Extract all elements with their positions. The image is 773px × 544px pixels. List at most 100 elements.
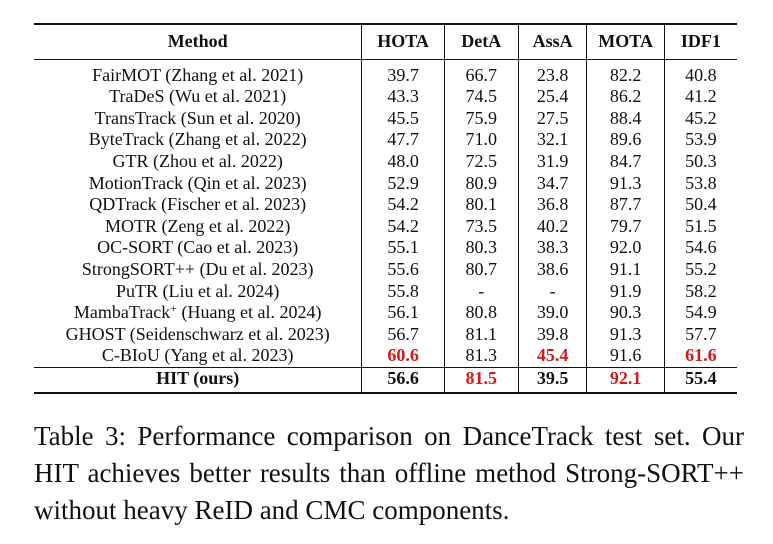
- method-cell: C-BIoU (Yang et al. 2023): [101, 345, 294, 366]
- table-row: MOTR (Zeng et al. 2022) 54.2 73.5 40.2 79.7 5…: [34, 215, 737, 238]
- mota-cell: 91.1: [586, 258, 665, 281]
- idf1-cell: 51.5: [663, 215, 737, 238]
- table-row: MotionTrack (Qin et al. 2023) 52.9 80.9 34.…: [34, 172, 737, 195]
- table-row: TransTrack (Sun et al. 2020) 45.5 75.9 27.5…: [34, 107, 737, 130]
- hota-cell: 55.1: [361, 237, 445, 259]
- deta-cell: 80.1: [443, 194, 519, 216]
- table-row: QDTrack (Fischer et al. 2023) 54.2 80.1 36.…: [34, 194, 737, 216]
- idf1-cell: 57.7: [663, 323, 737, 346]
- idf1-cell: 55.2: [663, 258, 737, 281]
- table-row: PuTR (Liu et al. 2024) 55.8- -91.9 58.2: [34, 280, 737, 303]
- mota-cell: 88.4: [586, 107, 665, 130]
- idf1-cell: 53.8: [663, 172, 737, 195]
- assa-cell: 39.8: [517, 323, 587, 346]
- idf1-cell: 54.6: [663, 237, 737, 259]
- mota-cell: 86.2: [586, 86, 665, 108]
- idf1-cell: 61.6: [663, 345, 737, 368]
- idf1-cell: 54.9: [663, 302, 737, 324]
- method-cell: FairMOT (Zhang et al. 2021): [92, 64, 304, 85]
- method-cell: PuTR (Liu et al. 2024): [115, 280, 280, 301]
- mota-cell: 89.6: [586, 129, 665, 151]
- deta-cell: 80.8: [443, 302, 519, 324]
- table-row: MambaTrack+ (Huang et al. 2024) 56.1 80.8 3…: [34, 302, 737, 324]
- table-body: FairMOT (Zhang et al. 2021) 39.7 66.7 23.8 8…: [34, 59, 737, 393]
- table-row: GHOST (Seidenschwarz et al. 2023) 56.7 81.…: [34, 323, 737, 346]
- deta-cell: 75.9: [443, 107, 519, 130]
- hota-cell: 60.6: [361, 345, 445, 368]
- deta-cell: 73.5: [443, 215, 519, 238]
- hota-cell: 55.8: [361, 280, 445, 303]
- assa-cell: -: [517, 280, 587, 303]
- idf1-cell: 55.4: [663, 367, 737, 393]
- header-hota: HOTA: [361, 24, 445, 60]
- deta-cell: 66.7: [443, 59, 519, 87]
- table-row: TraDeS (Wu et al. 2021) 43.3 74.5 25.4 86.2 4…: [34, 86, 737, 108]
- hota-cell: 43.3: [361, 86, 445, 108]
- mota-cell: 79.7: [586, 215, 665, 238]
- deta-cell: 80.7: [443, 258, 519, 281]
- deta-cell: 72.5: [443, 150, 519, 173]
- assa-cell: 34.7: [517, 172, 587, 195]
- header-idf1: IDF1: [663, 24, 737, 60]
- header-deta: DetA: [443, 24, 519, 60]
- deta-cell: 81.5: [443, 367, 519, 393]
- hota-cell: 56.6: [361, 367, 445, 393]
- deta-cell: 80.9: [443, 172, 519, 195]
- assa-cell: 45.4: [517, 345, 587, 368]
- assa-cell: 27.5: [517, 107, 587, 130]
- mota-cell: 84.7: [586, 150, 665, 173]
- mota-cell: 91.3: [586, 323, 665, 346]
- idf1-cell: 45.2: [663, 107, 737, 130]
- table-caption: Table 3: Performance comparison on Dance…: [34, 421, 744, 525]
- method-cell: TraDeS (Wu et al. 2021): [109, 86, 287, 107]
- method-cell: GTR (Zhou et al. 2022): [112, 150, 283, 171]
- assa-cell: 25.4: [517, 86, 587, 108]
- assa-cell: 38.3: [517, 237, 587, 259]
- table-row: GTR (Zhou et al. 2022) 48.0 72.5 31.9 84.7 50…: [34, 150, 737, 173]
- header-assa: AssA: [517, 24, 587, 60]
- idf1-cell: 40.8: [663, 59, 737, 87]
- hota-cell: 55.6: [361, 258, 445, 281]
- method-cell: OC-SORT (Cao et al. 2023): [97, 237, 299, 258]
- hota-cell: 52.9: [361, 172, 445, 195]
- method-name: MambaTrack: [73, 302, 171, 323]
- method-cell: StrongSORT++ (Du et al. 2023): [81, 258, 314, 279]
- assa-cell: 38.6: [517, 258, 587, 281]
- method-cell: QDTrack (Fischer et al. 2023): [89, 194, 307, 215]
- idf1-cell: 50.3: [663, 150, 737, 173]
- table-row-ours: HIT (ours) 56.6 81.5 39.5 92.1 55.4: [34, 367, 737, 393]
- header-method: Method: [167, 31, 228, 51]
- method-cell: MotionTrack (Qin et al. 2023): [88, 172, 307, 193]
- hota-cell: 48.0: [361, 150, 445, 173]
- assa-cell: 39.5: [517, 367, 587, 393]
- method-cell: GHOST (Seidenschwarz et al. 2023): [65, 323, 330, 344]
- hota-cell: 39.7: [361, 59, 445, 87]
- mota-cell: 92.0: [586, 237, 665, 259]
- deta-cell: 81.1: [443, 323, 519, 346]
- mota-cell: 90.3: [586, 302, 665, 324]
- table-row: FairMOT (Zhang et al. 2021) 39.7 66.7 23.8 8…: [34, 59, 737, 87]
- mota-cell: 82.2: [586, 59, 665, 87]
- mota-cell: 91.6: [586, 345, 665, 368]
- hota-cell: 54.2: [361, 215, 445, 238]
- assa-cell: 36.8: [517, 194, 587, 216]
- idf1-cell: 41.2: [663, 86, 737, 108]
- table-row: OC-SORT (Cao et al. 2023) 55.1 80.3 38.3 92.…: [34, 237, 737, 259]
- header-row: Method HOTA DetA AssA MOTA IDF1: [34, 24, 737, 60]
- method-cell: HIT (ours): [156, 367, 240, 388]
- assa-cell: 23.8: [517, 59, 587, 87]
- mota-cell: 87.7: [586, 194, 665, 216]
- idf1-cell: 50.4: [663, 194, 737, 216]
- assa-cell: 40.2: [517, 215, 587, 238]
- table-row: StrongSORT++ (Du et al. 2023) 55.6 80.7 38.…: [34, 258, 737, 281]
- assa-cell: 31.9: [517, 150, 587, 173]
- method-cell: MambaTrack+ (Huang et al. 2024): [34, 302, 362, 324]
- deta-cell: 71.0: [443, 129, 519, 151]
- deta-cell: -: [443, 280, 519, 303]
- mota-cell: 91.9: [586, 280, 665, 303]
- method-superscript: +: [170, 301, 177, 316]
- table-row: C-BIoU (Yang et al. 2023) 60.6 81.3 45.4 91.…: [34, 345, 737, 368]
- hota-cell: 47.7: [361, 129, 445, 151]
- method-cell: TransTrack (Sun et al. 2020): [94, 107, 301, 128]
